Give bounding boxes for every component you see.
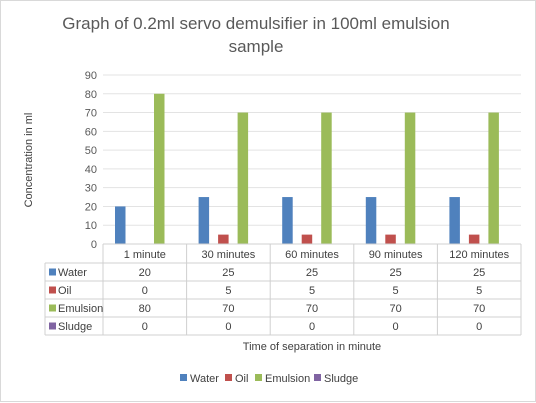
bar-oil-4 <box>468 234 480 244</box>
legend-label: Sludge <box>324 373 358 385</box>
legend-label: Oil <box>235 373 248 385</box>
bar-emulsion-3 <box>404 112 416 244</box>
y-tick-label: 80 <box>85 89 97 101</box>
table-cell-value: 5 <box>225 285 231 297</box>
gridlines <box>103 74 521 245</box>
y-tick-label: 50 <box>85 145 97 157</box>
y-tick-label: 70 <box>85 108 97 120</box>
table-cell-value: 25 <box>222 267 234 279</box>
x-category-label: 90 minutes <box>369 249 423 261</box>
table-cell-value: 70 <box>389 303 401 315</box>
bar-emulsion-2 <box>321 112 332 244</box>
bar-water-3 <box>365 197 377 244</box>
table-cell-value: 80 <box>139 303 151 315</box>
x-axis-title: Time of separation in minute <box>243 341 381 353</box>
y-axis-ticks: 0 10 20 30 40 50 60 70 80 90 <box>85 70 97 251</box>
table-cell-value: 0 <box>476 321 482 333</box>
bar-oil-3 <box>385 234 396 244</box>
x-category-label: 60 minutes <box>285 249 339 261</box>
legend-swatch-water <box>180 374 187 381</box>
y-tick-label: 40 <box>85 164 97 176</box>
table-cell-value: 0 <box>393 321 399 333</box>
table-legend-key-emulsion <box>49 304 56 312</box>
y-tick-label: 10 <box>85 220 97 232</box>
table-cell-value: 0 <box>225 321 231 333</box>
table-cell-value: 0 <box>309 321 315 333</box>
bars <box>115 93 499 245</box>
bar-water-0 <box>115 206 126 244</box>
legend-swatch-oil <box>225 374 232 381</box>
y-tick-label: 30 <box>85 183 97 195</box>
table-legend-key-water <box>49 268 56 276</box>
bar-emulsion-4 <box>488 112 499 244</box>
table-cell-value: 70 <box>222 303 234 315</box>
table-cell-value: 25 <box>389 267 401 279</box>
table-cell-value: 0 <box>142 321 148 333</box>
y-axis-title: Concentration in ml <box>23 113 35 208</box>
table-legend-key-sludge <box>49 322 56 330</box>
bar-water-4 <box>449 197 460 244</box>
legend-label: Emulsion <box>265 373 310 385</box>
table-legend-key-oil <box>49 286 56 294</box>
table-series-name: Oil <box>58 285 71 297</box>
y-tick-label: 20 <box>85 201 97 213</box>
bar-emulsion-1 <box>237 112 249 244</box>
data-table: 1 minute 30 minutes 60 minutes 90 minutes 12… <box>44 243 522 336</box>
chart-title-line1: Graph of 0.2ml servo demulsifier in 100m… <box>62 14 449 33</box>
legend-label: Water <box>190 373 219 385</box>
x-category-label: 1 minute <box>124 249 166 261</box>
bar-oil-2 <box>301 234 313 244</box>
table-cell-value: 25 <box>306 267 318 279</box>
table-cell-value: 70 <box>473 303 485 315</box>
table-cell-value: 20 <box>139 267 151 279</box>
x-category-label: 120 minutes <box>449 249 509 261</box>
table-series-name: Water <box>58 267 87 279</box>
table-series-name: Sludge <box>58 321 92 333</box>
bar-water-1 <box>198 197 210 244</box>
table-cell-value: 25 <box>473 267 485 279</box>
legend-swatch-emulsion <box>255 374 262 381</box>
table-cell-value: 5 <box>393 285 399 297</box>
legend: Water Oil Emulsion Sludge <box>180 373 358 385</box>
chart-title-line2: sample <box>229 37 284 56</box>
y-tick-label: 90 <box>85 70 97 82</box>
table-cell-value: 5 <box>309 285 315 297</box>
bar-emulsion-0 <box>154 93 165 245</box>
bar-oil-1 <box>218 234 229 244</box>
table-series-name: Emulsion <box>58 303 103 315</box>
legend-swatch-sludge <box>314 374 321 381</box>
bar-water-2 <box>282 197 293 244</box>
table-cell-value: 70 <box>306 303 318 315</box>
table-cell-value: 5 <box>476 285 482 297</box>
x-category-label: 30 minutes <box>201 249 255 261</box>
y-tick-label: 60 <box>85 126 97 138</box>
table-cell-value: 0 <box>142 285 148 297</box>
y-tick-label: 0 <box>91 239 97 251</box>
